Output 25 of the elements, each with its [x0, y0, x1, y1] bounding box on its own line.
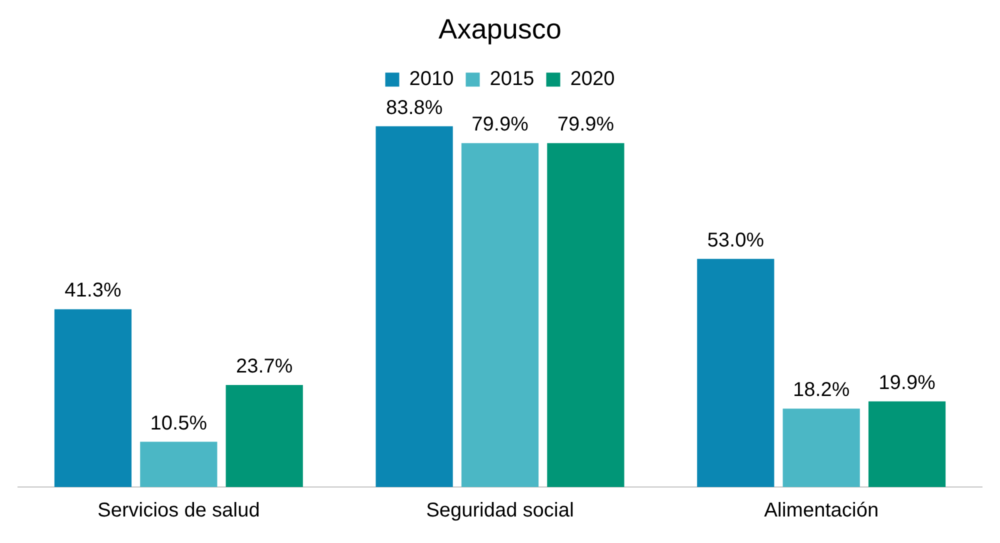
bar — [140, 442, 218, 487]
data-label: 10.5% — [150, 412, 208, 434]
data-label: 19.9% — [878, 372, 936, 394]
bar — [226, 384, 303, 487]
bar — [868, 401, 946, 487]
bar — [376, 126, 453, 487]
bar — [54, 309, 132, 487]
data-label: 53.0% — [707, 229, 764, 252]
chart-title: Axapusco — [438, 14, 562, 45]
legend-label: 2015 — [490, 68, 534, 90]
data-label: 79.9% — [472, 114, 529, 136]
bar — [547, 143, 624, 487]
data-label: 18.2% — [792, 379, 850, 402]
x-tick-label: Alimentación — [764, 500, 879, 522]
bar — [697, 258, 774, 487]
bar — [782, 408, 860, 487]
legend-label: 2010 — [409, 68, 454, 90]
data-label: 79.9% — [557, 114, 614, 136]
data-label: 41.3% — [64, 280, 122, 302]
x-tick-label: Seguridad social — [426, 500, 574, 522]
bar — [461, 143, 539, 487]
data-label: 23.7% — [236, 356, 293, 378]
data-label: 83.8% — [386, 96, 443, 119]
legend-label: 2020 — [570, 68, 615, 90]
x-tick-label: Servicios de salud — [98, 500, 260, 522]
